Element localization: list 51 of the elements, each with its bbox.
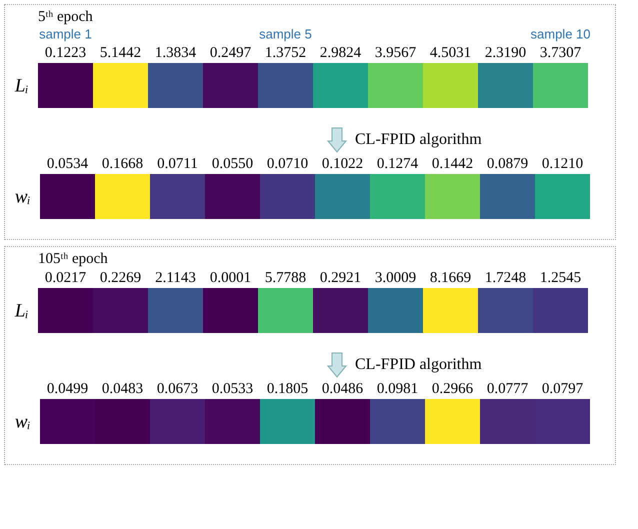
data-label: 0.0483 <box>102 381 144 397</box>
data-label: 5.7788 <box>264 270 306 286</box>
data-label: 0.0981 <box>376 381 418 397</box>
y-tick-label: Lᵢ <box>14 300 28 322</box>
y-tick-label: wᵢ <box>14 412 30 432</box>
data-label: 3.9567 <box>374 45 417 61</box>
data-label: 0.1274 <box>376 156 419 172</box>
data-label: 0.0486 <box>322 381 364 397</box>
data-label: 0.0797 <box>542 381 584 397</box>
data-label: 0.0777 <box>486 381 529 397</box>
data-label: 0.0001 <box>210 270 252 286</box>
data-label: 0.2497 <box>210 45 252 61</box>
data-label: 0.0499 <box>46 381 88 397</box>
y-tick-label: wᵢ <box>14 186 30 208</box>
x-tick-label: sample 5 <box>259 26 312 42</box>
data-label: 0.0710 <box>266 156 308 172</box>
data-label: 0.1210 <box>542 156 584 172</box>
chart-title: 105ᵗʰ epoch <box>38 251 108 267</box>
data-label: 0.1223 <box>44 45 86 61</box>
data-label: 0.0534 <box>46 156 89 172</box>
data-label: 0.1442 <box>432 156 474 172</box>
annotation: CL-FPID algorithm <box>355 356 482 374</box>
data-label: 2.9824 <box>320 45 362 61</box>
x-tick-label: sample 1 <box>39 26 92 42</box>
data-label: 8.1669 <box>430 270 472 286</box>
annotation: CL-FPID algorithm <box>355 131 482 149</box>
data-label: 1.3752 <box>264 45 306 61</box>
data-label: 0.0550 <box>212 156 254 172</box>
chart-title: 5ᵗʰ epoch <box>38 9 94 25</box>
data-label: 5.1442 <box>100 45 142 61</box>
data-label: 0.0711 <box>157 156 198 172</box>
data-label: 0.1805 <box>266 381 308 397</box>
data-label: 3.7307 <box>540 45 582 61</box>
data-label: 3.0009 <box>374 270 416 286</box>
data-label: 1.2545 <box>540 270 582 286</box>
data-label: 0.0879 <box>486 156 528 172</box>
data-label: 1.3834 <box>154 45 197 61</box>
data-label: 0.2269 <box>100 270 142 286</box>
data-label: 0.2921 <box>320 270 362 286</box>
data-label: 0.1022 <box>322 156 364 172</box>
data-label: 0.0673 <box>156 381 198 397</box>
data-label: 2.1143 <box>155 270 196 286</box>
data-label: 0.2966 <box>432 381 474 397</box>
data-label: 1.7248 <box>484 270 526 286</box>
data-label: 4.5031 <box>430 45 472 61</box>
data-label: 0.0533 <box>212 381 254 397</box>
x-tick-label: sample 10 <box>530 26 590 42</box>
y-tick-label: Lᵢ <box>14 76 28 96</box>
data-label: 2.3190 <box>484 45 526 61</box>
data-label: 0.1668 <box>102 156 144 172</box>
data-label: 0.0217 <box>44 270 87 286</box>
